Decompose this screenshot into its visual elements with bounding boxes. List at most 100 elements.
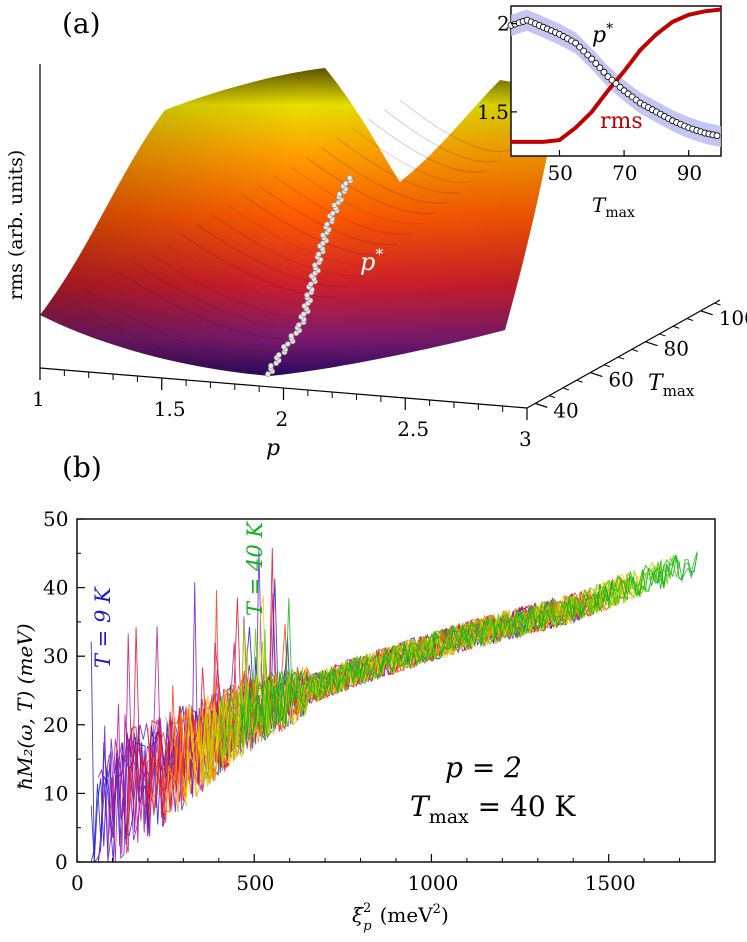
inset-p-star-point [600, 68, 608, 76]
tmax-minor-tick [714, 302, 721, 306]
plot-b-y-tick-label: 50 [43, 507, 68, 531]
inset-x-label: Tmax [592, 193, 635, 221]
annotation-p: p = 2 [445, 751, 522, 784]
p-star-point [342, 180, 349, 187]
surface-ridge [195, 223, 350, 287]
inset-p-star-point [584, 51, 592, 59]
tmax-minor-tick [576, 379, 583, 383]
surface-ridge [321, 147, 449, 204]
tmax-tick [645, 341, 658, 347]
surface-ridge [163, 242, 325, 308]
plot-b-x-tick-label: 0 [71, 871, 84, 895]
surface-ridge [289, 166, 424, 225]
series-label-low: T = 9 K [91, 586, 115, 668]
tmax-ticks: 40 60 80 100 [535, 302, 747, 422]
surface-ridge [273, 175, 412, 235]
p-star-point [315, 251, 322, 258]
surface-ridge [305, 156, 436, 215]
inset-p-star-point [572, 39, 580, 47]
inset-y-tick-label: 1.5 [477, 100, 509, 124]
p-star-point [280, 343, 287, 350]
x-label-xi-sub: p [363, 919, 372, 934]
p-star-point [284, 341, 291, 347]
panel-label-b: (b) [62, 451, 102, 484]
p-star-curve [265, 175, 354, 377]
p-star-point [300, 311, 307, 318]
series-line [239, 553, 698, 755]
tmax-minor-tick [604, 364, 611, 368]
p-star-label-sup: * [375, 245, 383, 264]
surface-ridge [383, 109, 498, 163]
plot-b-y-tick-label: 40 [43, 576, 68, 600]
surface-ridge [226, 204, 374, 267]
p-star-point [346, 175, 353, 181]
panel-b: (b) 0 500 1000 1500 0 10 20 30 40 50 ħM₂(ω, T) (m… [13, 451, 716, 934]
tmax-minor-tick [548, 395, 556, 399]
rms-axis-label: rms (arb. units) [5, 150, 27, 300]
p-star-label: p* [360, 245, 383, 276]
inset-p-star-label: p* [592, 21, 613, 48]
plot-b-y-tick-label: 10 [43, 781, 68, 805]
surface-ridge [148, 251, 312, 319]
plot-b-x-tick-label: 1000 [407, 871, 458, 895]
plot-b-y-tick-label: 20 [43, 713, 68, 737]
tmax-tick-label: 80 [664, 337, 689, 361]
axis-tmax [526, 299, 721, 409]
plot-b-x-tick-label: 1500 [585, 871, 636, 895]
p-tick-label: 1.5 [154, 397, 186, 421]
plot-b-x-tick-label: 500 [236, 871, 274, 895]
surface-ridge [258, 185, 399, 246]
surface-ridges [69, 99, 511, 371]
inset-x-tick-label: 50 [547, 161, 572, 185]
tmax-axis-label: Tmax [648, 371, 695, 400]
p-star-point [275, 352, 282, 358]
p-star-point [295, 322, 302, 328]
inset-p-star-point [713, 132, 721, 140]
tmax-minor-tick [562, 387, 570, 391]
p-star-point [311, 262, 318, 269]
p-star-point [329, 210, 336, 217]
surface-ridge [399, 99, 511, 152]
surface-ridge [352, 128, 473, 183]
p-tick-label: 3 [519, 427, 532, 451]
inset-x-label-sub: max [605, 205, 635, 221]
surface-ridge [132, 261, 300, 329]
panel-label-a: (a) [62, 7, 101, 40]
surface-shade [40, 68, 560, 376]
inset-rms-label: rms [600, 109, 643, 134]
x-label-xi: ξ [352, 903, 364, 927]
inset-y-tick-label: 2 [497, 12, 510, 36]
inset-x-tick-label: 90 [677, 161, 702, 185]
tmax-tick [590, 371, 603, 378]
p-star-point [307, 281, 314, 288]
p-tick-label: 2 [276, 407, 289, 431]
inset-p-star-label-main: p [592, 23, 606, 48]
surface-ridge [336, 137, 461, 194]
inset-p-star-point [576, 43, 584, 51]
tmax-tick [700, 310, 713, 316]
p-star-label-main: p [360, 248, 375, 276]
tmax-tick-label: 60 [608, 368, 633, 392]
surface-ridge [211, 213, 362, 277]
x-label-xi-sup: 2 [363, 901, 371, 916]
annotation-tmax: Tmax = 40 K [410, 790, 577, 828]
x-label-units-sup: 2 [433, 902, 441, 917]
tmax-tick-label: 40 [553, 398, 578, 422]
tmax-minor-tick [672, 325, 680, 329]
surface-ridge [101, 280, 275, 350]
tmax-minor-tick [659, 333, 666, 337]
p-tick-label: 2.5 [397, 417, 429, 441]
inset-p-star-point [592, 59, 600, 67]
series-line [218, 556, 681, 776]
inset-p-star-point [588, 55, 596, 63]
tmax-tick-label: 100 [719, 306, 747, 330]
inset-p-star-point [580, 47, 588, 55]
panel-a: (a) 1 1.5 2 2.5 3 40 60 80 100 rms (arb. units)… [5, 5, 747, 461]
p-tick-label: 1 [32, 387, 45, 411]
plot-b-y-tick-label: 30 [43, 644, 68, 668]
plot-b-lines [90, 547, 698, 864]
inset-x-label-main: T [592, 193, 607, 217]
x-label-units: (meV [380, 903, 434, 927]
p-axis-label: p [266, 436, 280, 461]
